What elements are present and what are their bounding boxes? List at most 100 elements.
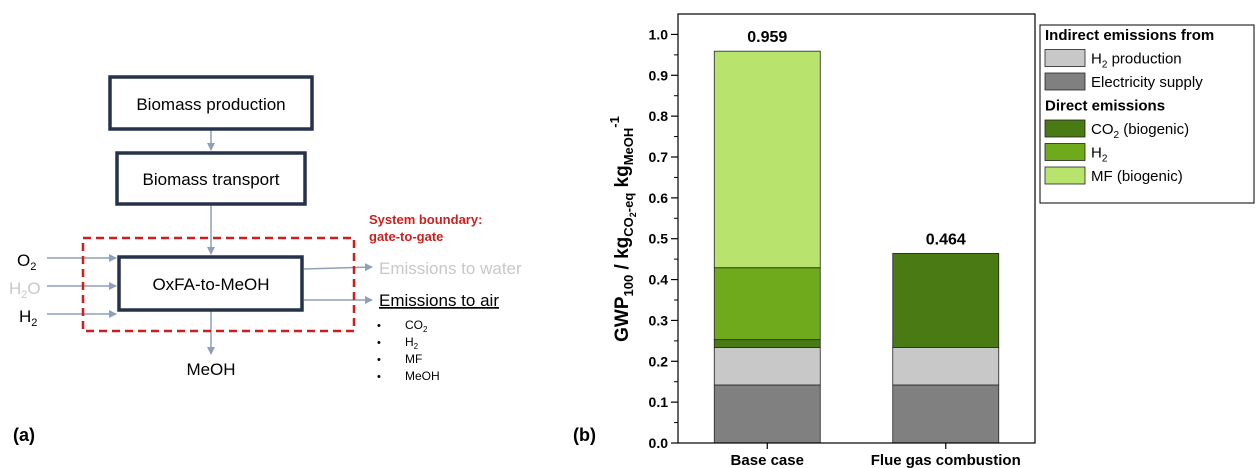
y-title-gwp-sub: 100 [621, 275, 636, 297]
air-species-item: CO2 [405, 318, 428, 334]
legend-label-main: CO [1091, 121, 1114, 138]
y-tick-label: 0.0 [649, 435, 669, 451]
process-label: OxFA-to-MeOH [152, 275, 269, 294]
legend-swatch-mf_biogenic [1044, 166, 1086, 185]
y-tick-label: 0.6 [649, 190, 669, 206]
air-species-name: H [405, 335, 414, 349]
legend-label: Electricity supply [1091, 74, 1203, 91]
air-species-list: • CO2• H2• MF• MeOH [377, 318, 440, 383]
legend-label-main: H [1091, 145, 1102, 162]
legend-label-main: H [1091, 51, 1102, 68]
y-title-co2-subsub: 2 [628, 212, 638, 217]
air-species-item: H2 [405, 335, 419, 351]
y-tick-label: 0.9 [649, 67, 669, 83]
input-o2-main: O [17, 251, 30, 270]
input-h2o-sub: 2 [21, 289, 27, 301]
bullet: • [377, 371, 381, 383]
input-o2-sub: 2 [30, 261, 36, 273]
legend-heading: Indirect emissions from [1045, 27, 1214, 44]
emissions-water-label: Emissions to water [379, 259, 522, 278]
bar-segment-h2_production [713, 346, 821, 386]
y-title-inverse-sup: -1 [607, 116, 622, 128]
arrow-emissions-water [303, 263, 373, 272]
input-h2o-tail: O [27, 279, 40, 298]
y-title-eq-sub: -eq [621, 193, 636, 213]
bar-segment-electricity_supply [713, 384, 821, 444]
y-tick-label: 0.2 [649, 353, 669, 369]
input-h2-label: H2 [19, 307, 37, 329]
biomass-transport-label: Biomass transport [143, 170, 280, 189]
y-tick-label: 0.4 [649, 272, 669, 288]
y-axis: 0.0 0.1 0.2 0.3 0.4 0.5 0.6 0.7 0.8 0.9 1.0 [649, 26, 678, 451]
y-title-per-kg: / kg [612, 237, 633, 275]
biomass-transport-box [115, 151, 307, 206]
x-tick-label: Base case [731, 452, 804, 468]
y-tick-label: 0.5 [649, 231, 669, 247]
stacked-bar-chart: 0.0 0.1 0.2 0.3 0.4 0.5 0.6 0.7 0.8 0.9 1.0 Base c… [573, 13, 1255, 468]
panel-b-label: (b) [573, 425, 596, 445]
boundary-label-line2: gate-to-gate [369, 229, 443, 244]
air-species-sub: 2 [414, 342, 419, 351]
bar-segment-co2_biogenic [892, 253, 1000, 348]
legend-label: H2 production [1091, 51, 1182, 71]
y-title-meoh-sub: MeOH [621, 128, 636, 166]
legend-swatch-h2_production [1044, 49, 1086, 67]
legend-label-tail: (biogenic) [1119, 121, 1189, 138]
bar-segment-h2_production [892, 346, 1000, 386]
bar-total-label: 0.959 [747, 29, 787, 46]
legend-label: CO2 (biogenic) [1091, 121, 1189, 141]
y-axis-title: GWP100 / kgCO2-eq kgMeOH-1 [607, 116, 638, 342]
bars-group [713, 50, 1000, 444]
boundary-label-line1: System boundary: [369, 212, 482, 227]
y-tick-label: 0.8 [649, 108, 669, 124]
bar-total-label: 0.464 [926, 231, 966, 248]
input-h2-main: H [19, 307, 31, 326]
legend-label-sub: 2 [1114, 130, 1120, 141]
y-title-kg: kg [612, 165, 633, 192]
input-h2-sub: 2 [31, 317, 37, 329]
system-boundary [81, 236, 356, 333]
air-species-name: MF [405, 352, 422, 366]
bullet: • [377, 320, 381, 332]
bullet: • [377, 337, 381, 349]
bar-segment-electricity_supply [892, 384, 1000, 444]
air-species-name: MeOH [405, 369, 440, 383]
bar-segment-h2_direct [713, 267, 821, 341]
input-o2-label: O2 [17, 251, 36, 273]
legend-label-sub: 2 [1102, 154, 1108, 165]
y-tick-label: 0.1 [649, 394, 669, 410]
legend-label-main: MF (biogenic) [1091, 168, 1183, 185]
bullet: • [377, 354, 381, 366]
legend-swatch-electricity_supply [1044, 72, 1086, 91]
air-species-item: MeOH [405, 369, 440, 383]
y-title-gwp: GWP [612, 296, 633, 342]
x-axis: Base case Flue gas combustion [731, 443, 1021, 468]
legend-label-sub: 2 [1102, 60, 1108, 71]
panel-a-label: (a) [13, 425, 35, 445]
bar-segment-co2_biogenic [713, 339, 821, 348]
process-box [117, 255, 304, 312]
y-tick-label: 1.0 [649, 26, 669, 42]
biomass-production-box [108, 75, 314, 131]
legend-label-tail: production [1107, 51, 1181, 68]
input-h2o-main: H [9, 279, 21, 298]
air-species-item: MF [405, 352, 422, 366]
bar-segment-mf_biogenic [713, 50, 821, 269]
legend-heading: Direct emissions [1045, 98, 1165, 115]
legend-label-main: Electricity supply [1091, 74, 1203, 91]
y-tick-label: 0.3 [649, 312, 669, 328]
input-h2o-label: H2O [9, 279, 41, 301]
legend-swatch-h2_direct [1044, 143, 1086, 161]
bar-total-labels: 0.959 0.464 [747, 29, 966, 248]
meoh-output-label: MeOH [186, 360, 235, 379]
y-tick-label: 0.7 [649, 149, 669, 165]
legend-label: MF (biogenic) [1091, 168, 1183, 185]
biomass-production-label: Biomass production [136, 95, 285, 114]
air-species-name: CO [405, 318, 423, 332]
legend-swatch-co2_biogenic [1044, 119, 1086, 138]
emissions-air-label: Emissions to air [379, 291, 499, 310]
y-title-co2-sub: CO [621, 217, 636, 237]
process-diagram: System boundary: gate-to-gate Biomass pr… [9, 75, 522, 445]
